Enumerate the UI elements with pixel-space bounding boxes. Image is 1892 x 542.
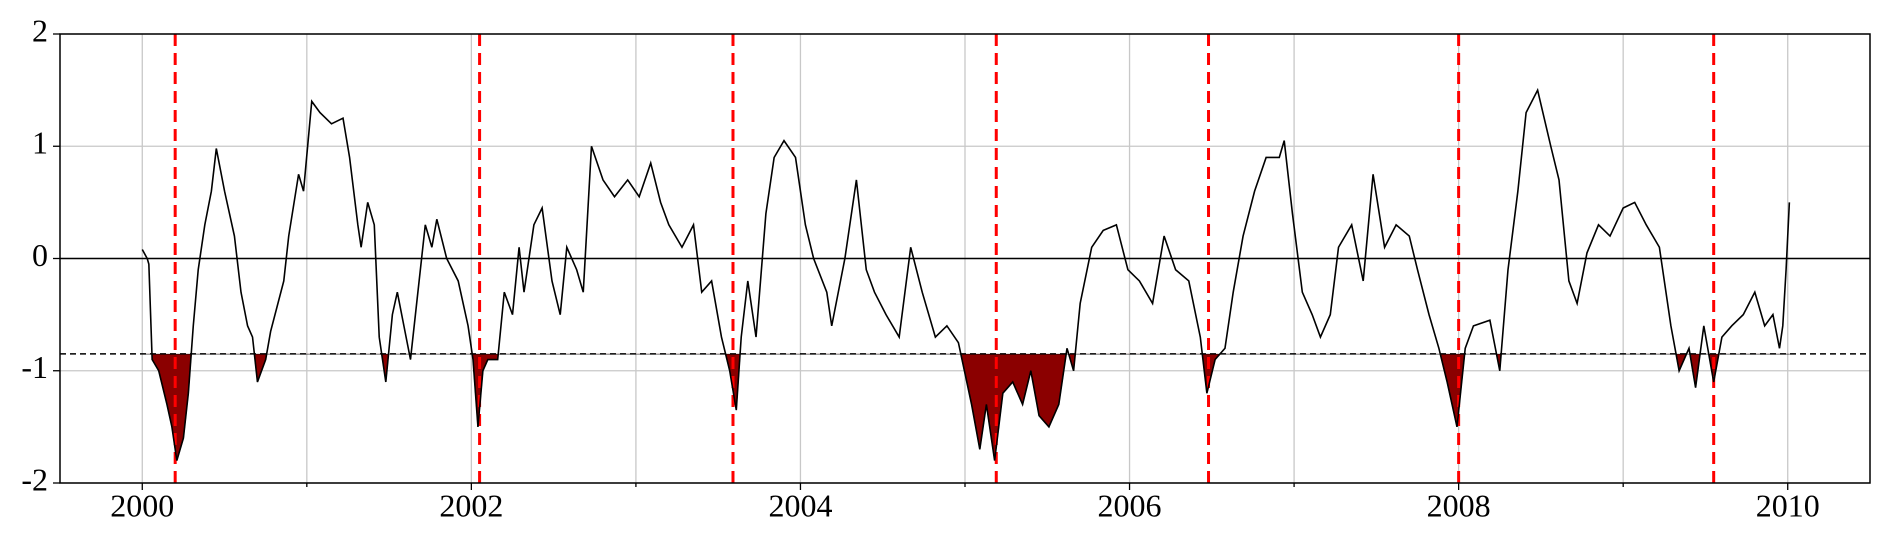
- y-tick-label: -1: [21, 349, 48, 385]
- x-tick-label: 2010: [1756, 487, 1820, 523]
- y-tick-label: 2: [32, 12, 48, 48]
- x-tick-label: 2008: [1427, 487, 1491, 523]
- x-tick-label: 2000: [110, 487, 174, 523]
- series-line: [141, 87, 1791, 461]
- x-tick-label: 2004: [768, 487, 832, 523]
- x-tick-label: 2002: [439, 487, 503, 523]
- plot-frame: [59, 33, 1871, 484]
- y-tick-label: 0: [32, 237, 48, 273]
- y-tick-label: -2: [21, 461, 48, 497]
- x-tick-label: 2006: [1098, 487, 1162, 523]
- y-tick-label: 1: [32, 125, 48, 161]
